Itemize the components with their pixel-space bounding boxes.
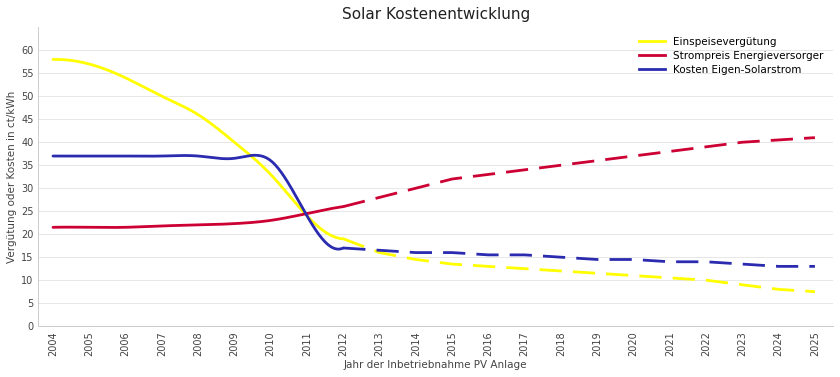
Title: Solar Kostenentwicklung: Solar Kostenentwicklung: [342, 7, 530, 22]
Legend: Einspeisevergütung, Strompreis Energieversorger, Kosten Eigen-Solarstrom: Einspeisevergütung, Strompreis Energieve…: [635, 32, 828, 79]
Y-axis label: Vergütung oder Kosten in ct/kWh: Vergütung oder Kosten in ct/kWh: [7, 90, 17, 263]
X-axis label: Jahr der Inbetriebnahme PV Anlage: Jahr der Inbetriebnahme PV Anlage: [344, 360, 528, 370]
